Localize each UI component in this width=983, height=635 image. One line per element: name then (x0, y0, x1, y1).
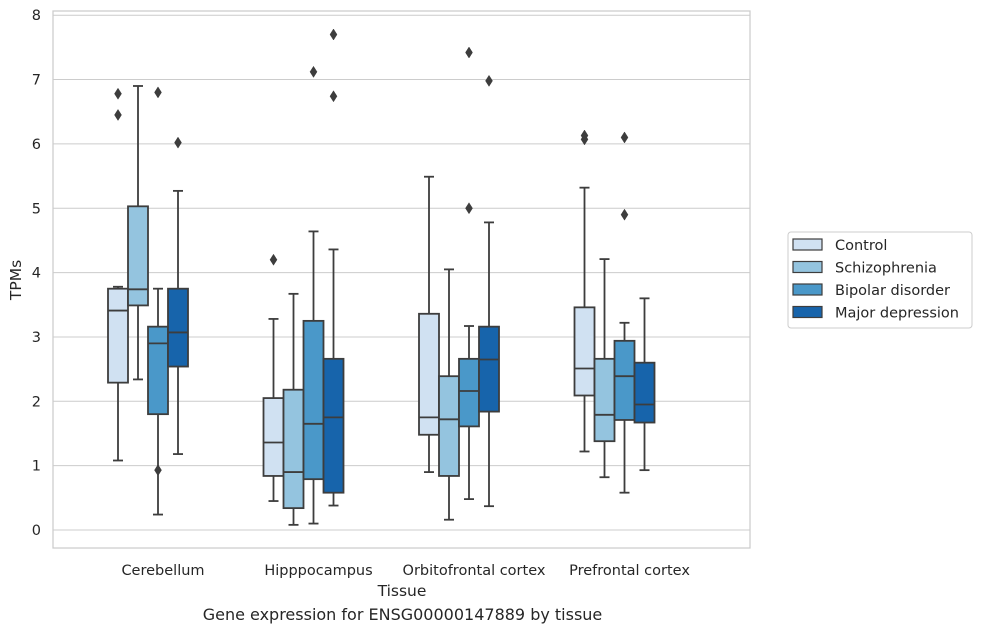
y-tick-labels: 0 1 2 3 4 5 6 7 8 (32, 8, 41, 539)
box-group (322, 28, 345, 507)
box-group (282, 292, 305, 526)
legend: Control Schizophrenia Bipolar disorder Majo… (787, 231, 973, 329)
x-tick-labels: Cerebellum Hipppocampus Orbitofrontal cort… (121, 563, 690, 579)
x-tick-label: Cerebellum (121, 563, 204, 579)
outlier-point (465, 202, 473, 215)
legend-label: Schizophrenia (835, 261, 937, 277)
y-tick-label: 0 (32, 523, 41, 539)
box-group (147, 86, 169, 516)
outlier-point (269, 253, 278, 266)
box (282, 388, 305, 510)
y-tick-label: 5 (32, 201, 41, 217)
x-axis-label: Tissue (377, 582, 427, 600)
y-tick-label: 3 (32, 330, 41, 346)
outlier-point (154, 464, 162, 477)
y-tick-label: 1 (32, 459, 41, 475)
box-group (302, 65, 325, 525)
legend-swatch (792, 260, 823, 274)
outlier-point (114, 108, 122, 121)
outlier-point (174, 136, 182, 149)
box (107, 287, 129, 384)
box-group (458, 46, 480, 501)
box (322, 357, 345, 494)
outlier-point (620, 131, 629, 144)
box (593, 357, 616, 443)
box-group (127, 85, 149, 381)
boxes-layer (107, 28, 656, 526)
box (613, 339, 636, 421)
legend-swatch (792, 305, 823, 319)
box-group (167, 136, 189, 455)
box (573, 306, 596, 397)
outlier-point (580, 129, 589, 142)
y-tick-label: 6 (32, 137, 41, 153)
outlier-point (114, 87, 122, 100)
box-group (573, 129, 596, 453)
legend-label: Major depression (835, 306, 959, 322)
y-tick-label: 7 (32, 73, 41, 89)
legend-items: Control Schizophrenia Bipolar disorder Majo… (792, 238, 959, 322)
outlier-point (465, 46, 473, 59)
outlier-point (309, 65, 318, 78)
box-group (262, 253, 285, 502)
figure-caption: Gene expression for ENSG00000147889 by t… (202, 605, 603, 624)
box (127, 205, 149, 307)
box (418, 312, 440, 436)
y-tick-label: 4 (32, 266, 41, 282)
outlier-point (329, 90, 338, 103)
legend-swatch (792, 283, 823, 296)
box (167, 287, 189, 368)
legend-frame (787, 231, 973, 329)
legend-label: Control (835, 238, 887, 254)
box (458, 357, 480, 428)
box-group (593, 258, 616, 479)
box (438, 375, 460, 477)
outlier-point (620, 208, 629, 221)
x-tick-label: Orbitofrontal cortex (403, 563, 546, 579)
x-tick-label: Prefrontal cortex (569, 563, 690, 579)
legend-swatch (792, 238, 823, 251)
box (262, 397, 285, 477)
y-axis-label: TPMs (7, 260, 25, 301)
outlier-point (154, 86, 162, 99)
box-group (418, 175, 440, 473)
box-group (107, 87, 129, 462)
box-group (478, 74, 500, 508)
y-tick-label: 8 (32, 8, 41, 24)
plot-area-frame (52, 10, 751, 549)
y-tick-label: 2 (32, 394, 41, 410)
box-group (613, 131, 636, 494)
box-group (438, 268, 460, 521)
box (633, 361, 656, 424)
box-group (633, 297, 656, 472)
box (302, 319, 325, 481)
outlier-point (485, 74, 493, 87)
legend-label: Bipolar disorder (835, 283, 950, 299)
outlier-point (329, 28, 338, 41)
x-tick-label: Hipppocampus (264, 563, 372, 579)
box (147, 325, 169, 416)
box (478, 325, 500, 413)
